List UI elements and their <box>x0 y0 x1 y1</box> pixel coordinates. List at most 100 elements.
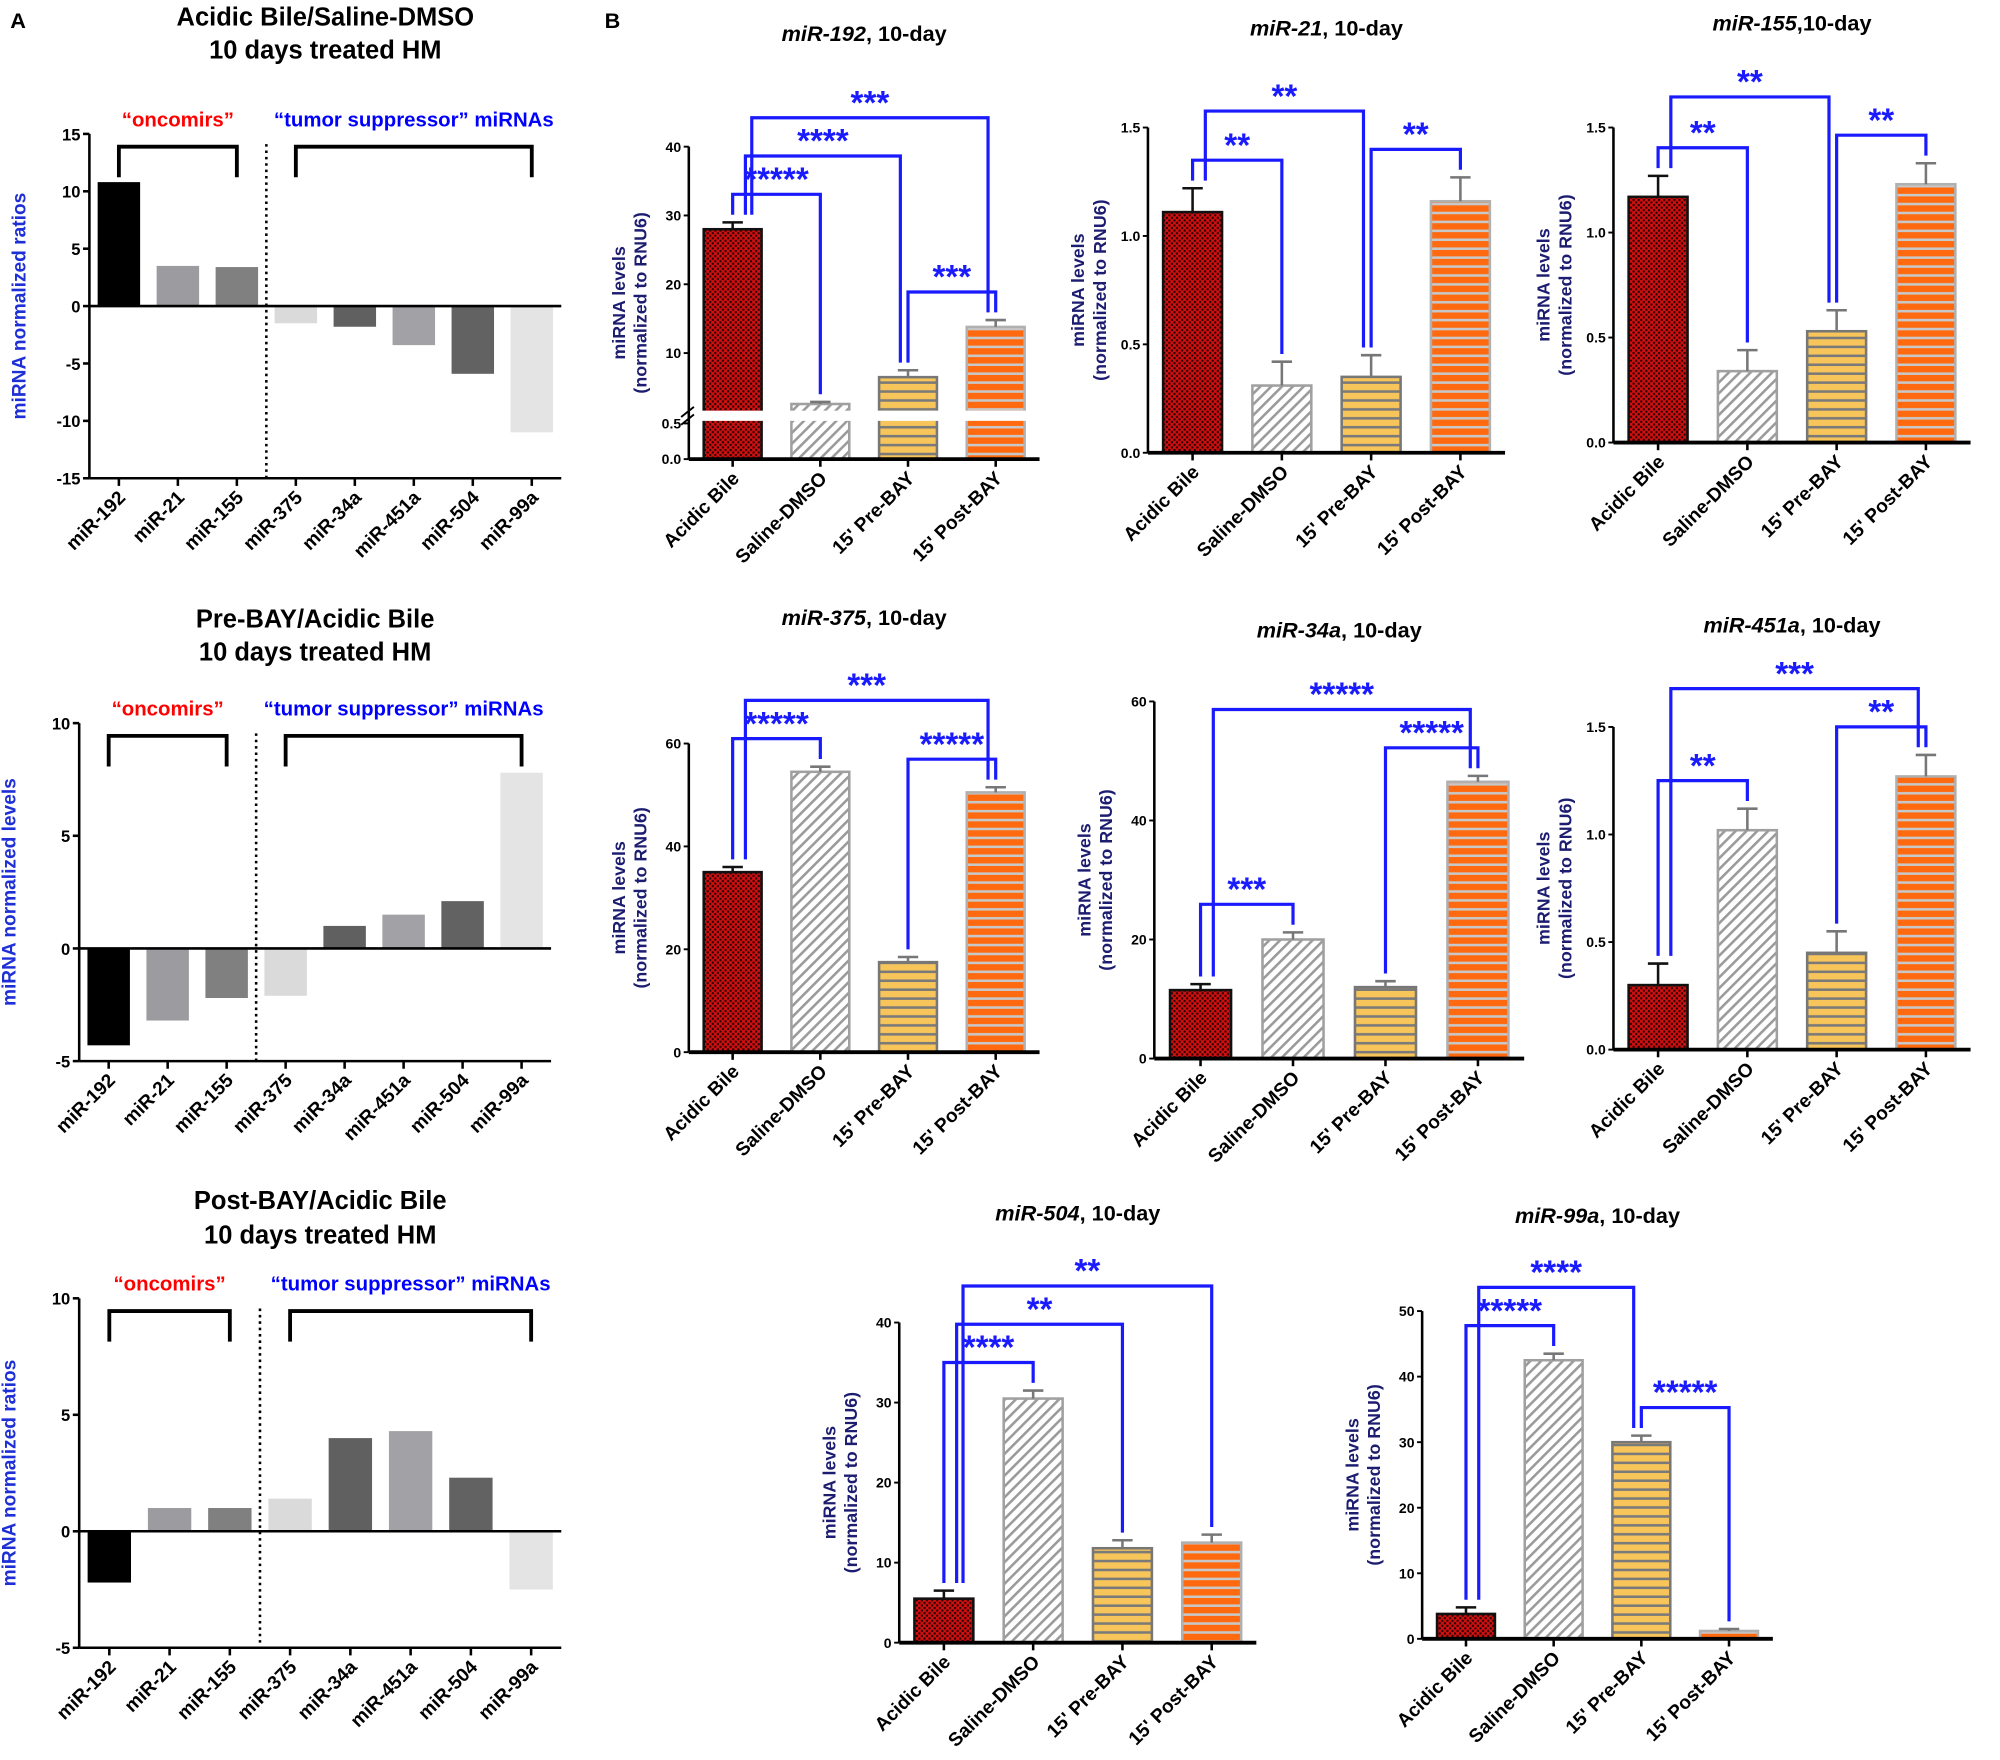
significance-label: ***** <box>744 706 809 743</box>
significance-bracket <box>1639 1405 1731 1622</box>
x-tick-label: 15' Post-BAY <box>909 468 1007 566</box>
bar-miR-34a <box>323 925 366 949</box>
significance-bracket <box>743 698 990 860</box>
y-tick-label: 0 <box>673 1044 681 1060</box>
y-tick-label: 60 <box>666 736 682 752</box>
x-tick-label: miR-99a <box>465 1070 533 1138</box>
bar-postbay <box>1446 780 1510 1060</box>
bar-miR-451a <box>392 306 436 346</box>
significance-bracket <box>1369 147 1462 348</box>
x-tick-label: 15' Post-BAY <box>1125 1652 1223 1750</box>
x-tick-label: 15' Pre-BAY <box>1757 1059 1848 1150</box>
y-tick-label: 1.5 <box>1121 120 1141 136</box>
y-tick-label: 0 <box>61 940 70 959</box>
title-mirna: miR-34a <box>1257 618 1341 643</box>
bar-acidicbile <box>1435 1612 1497 1641</box>
group-label: “oncomirs” <box>122 109 234 131</box>
significance-label: ***** <box>920 726 985 763</box>
error-bar <box>1022 1389 1044 1399</box>
y-axis-label: (normalized to RNU6) <box>1555 798 1575 979</box>
y-tick-label: 0.0 <box>1121 445 1141 461</box>
error-bar <box>1737 348 1758 372</box>
error-bar <box>1737 807 1758 831</box>
y-tick-label: 0.5 <box>1121 336 1141 352</box>
bar-acidicbile <box>702 227 763 461</box>
x-tick-label: miR-192 <box>52 1070 119 1137</box>
y-tick-label: 0.5 <box>1586 934 1606 950</box>
bar-miR-155 <box>215 267 259 307</box>
title-mirna: miR-192 <box>782 21 866 46</box>
significance-bracket <box>1835 133 1928 303</box>
bar-postbay <box>1895 775 1957 1051</box>
bar-miR-34a <box>333 306 377 327</box>
significance-label: ***** <box>1310 677 1375 714</box>
error-bar <box>1360 353 1382 377</box>
x-tick-label: miR-155 <box>174 1657 242 1725</box>
error-bar <box>1631 1434 1652 1443</box>
chart-2: Post-BAY/Acidic Bile 10 days treated HM mi… <box>0 1187 562 1732</box>
y-axis-label: (normalized to RNU6) <box>1364 1384 1384 1565</box>
significance-bracket <box>1477 1285 1636 1600</box>
error-bar <box>1647 962 1669 986</box>
title-rest: , 10-day <box>866 21 947 46</box>
x-tick-label: miR-451a <box>347 1657 422 1732</box>
title-rest: ,10-day <box>1797 11 1872 36</box>
bar-miR-192 <box>97 182 141 307</box>
title-mirna: miR-99a <box>1515 1203 1599 1228</box>
significance-label: ** <box>1868 694 1894 731</box>
x-tick-label: Saline-DMSO <box>1465 1648 1565 1748</box>
y-axis-label: miRNA levels <box>1068 233 1088 346</box>
bar-salinedmso <box>790 770 851 1054</box>
y-tick-label: 40 <box>666 139 682 155</box>
bar-salinedmso <box>1251 384 1313 455</box>
y-tick-label: -10 <box>57 412 81 431</box>
y-tick-label: 0 <box>61 1523 70 1542</box>
title-rest: , 10-day <box>1599 1203 1680 1228</box>
significance-bracket <box>1835 725 1928 924</box>
x-tick-label: miR-21 <box>121 1657 181 1717</box>
group-bracket <box>107 1309 232 1342</box>
chart-title: miR-21, 10-day <box>1250 16 1403 41</box>
x-tick-label: 15' Post-BAY <box>1839 451 1937 549</box>
x-tick-label: miR-504 <box>417 487 485 555</box>
y-tick-label: -5 <box>66 355 81 374</box>
x-tick-label: miR-21 <box>119 1070 179 1130</box>
y-tick-label: 20 <box>666 941 682 957</box>
title-mirna: miR-155 <box>1712 11 1797 36</box>
y-tick-label: 0 <box>1407 1631 1415 1647</box>
x-tick-label: Acidic Bile <box>660 468 744 552</box>
y-axis-label: miRNA levels <box>819 1426 839 1539</box>
chart-title: miR-34a, 10-day <box>1257 618 1422 643</box>
y-tick-label: -5 <box>56 1052 71 1071</box>
y-tick-label: 20 <box>876 1475 892 1491</box>
y-tick-label: 40 <box>1399 1369 1415 1385</box>
x-tick-label: 15' Post-BAY <box>1642 1648 1740 1746</box>
bar-salinedmso <box>1261 938 1325 1060</box>
y-axis-label: miRNA normalized ratios <box>10 193 31 420</box>
x-tick-label: Saline-DMSO <box>1659 452 1759 552</box>
chart-title: miR-375, 10-day <box>782 605 947 630</box>
y-axis-label: miRNA levels <box>609 246 629 359</box>
bar-miR-99a <box>510 306 554 433</box>
bar-acidicbile <box>1161 210 1224 455</box>
error-bar <box>1450 176 1471 202</box>
group-bracket <box>106 733 229 767</box>
y-tick-label: 1.0 <box>1586 827 1606 843</box>
bar-miR-375 <box>264 948 307 996</box>
bar-acidicbile <box>1168 988 1233 1060</box>
significance-label: ***** <box>1478 1293 1543 1330</box>
x-tick-label: miR-375 <box>229 1070 297 1138</box>
significance-label: ** <box>1074 1253 1100 1290</box>
x-tick-label: 15' Pre-BAY <box>1043 1652 1134 1743</box>
error-bar <box>1543 1352 1564 1361</box>
x-tick-label: miR-21 <box>129 487 189 547</box>
y-tick-label: 1.5 <box>1586 719 1606 735</box>
bar-miR-21 <box>146 948 189 1021</box>
significance-label: ** <box>1690 748 1716 785</box>
significance-bracket <box>955 1322 1125 1583</box>
error-bar <box>897 955 919 963</box>
y-tick-label: -15 <box>57 470 81 489</box>
bar-miR-504 <box>451 306 495 374</box>
x-tick-label: 15' Post-BAY <box>1374 462 1472 560</box>
